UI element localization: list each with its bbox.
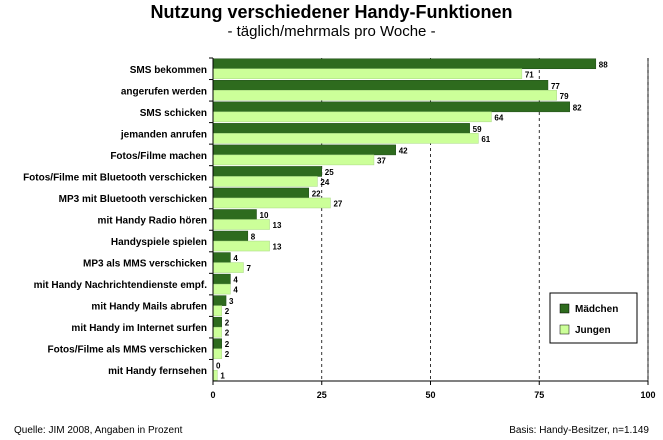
value-label: 42 <box>399 146 408 155</box>
category-label: mit Handy Nachrichtendienste empf. <box>34 280 208 291</box>
value-label: 61 <box>481 135 490 144</box>
value-label: 24 <box>320 178 329 187</box>
bar-jungen <box>212 326 222 338</box>
bar-maedchen <box>212 209 257 220</box>
bar-jungen <box>212 68 523 80</box>
value-label: 2 <box>225 340 230 349</box>
category-label: jemanden anrufen <box>120 129 207 140</box>
category-label: mit Handy im Internet surfen <box>71 323 207 334</box>
value-label: 4 <box>233 254 238 263</box>
value-label: 2 <box>225 307 230 316</box>
value-label: 22 <box>312 189 321 198</box>
legend: Mädchen Jungen <box>549 292 638 344</box>
bar-maedchen <box>212 80 549 91</box>
bar-maedchen <box>212 252 231 263</box>
value-label: 64 <box>494 113 503 122</box>
category-label: mit Handy Radio hören <box>98 216 207 227</box>
category-label: angerufen werden <box>121 86 207 97</box>
bar-jungen <box>212 219 270 230</box>
x-tick-label: 50 <box>425 390 435 400</box>
bar-maedchen <box>212 338 222 349</box>
axis-layer: 0 25 50 75 100 <box>209 57 656 400</box>
bar-jungen <box>212 197 331 209</box>
value-label: 2 <box>225 350 230 359</box>
value-label: 8 <box>251 233 256 242</box>
value-label: 79 <box>560 92 569 101</box>
bar-maedchen <box>212 273 231 285</box>
bar-jungen <box>212 262 244 273</box>
bar-maedchen <box>212 230 249 242</box>
category-label: mit Handy Mails abrufen <box>91 302 207 313</box>
bar-maedchen <box>212 166 322 177</box>
legend-box <box>549 292 638 344</box>
x-tick-label: 25 <box>317 390 327 400</box>
bar-maedchen <box>212 187 309 199</box>
value-label: 2 <box>225 329 230 338</box>
value-label: 37 <box>377 156 386 165</box>
category-label: SMS bekommen <box>130 65 207 76</box>
bar-maedchen <box>212 316 222 328</box>
bar-jungen <box>212 111 492 123</box>
chart-title: Nutzung verschiedener Handy-Funktionen <box>150 2 513 22</box>
value-label: 10 <box>260 211 269 220</box>
bar-jungen <box>212 283 231 295</box>
legend-swatch-jungen <box>559 324 570 335</box>
x-tick-label: 75 <box>534 390 544 400</box>
bar-jungen <box>212 369 218 381</box>
value-label: 1 <box>220 372 225 381</box>
bar-maedchen <box>212 101 570 113</box>
value-label: 0 <box>216 362 221 371</box>
value-label: 59 <box>473 125 482 134</box>
value-label: 2 <box>225 319 230 328</box>
bar-jungen <box>212 240 270 252</box>
bar-maedchen <box>212 123 470 134</box>
bar-jungen <box>212 154 375 166</box>
value-label: 7 <box>246 264 251 273</box>
value-label: 13 <box>273 243 282 252</box>
chart-subtitle: - täglich/mehrmals pro Woche - <box>227 23 436 40</box>
category-label: MP3 mit Bluetooth verschicken <box>59 194 207 205</box>
category-label: Fotos/Filme als MMS verschicken <box>48 345 208 356</box>
bars-layer <box>212 58 597 381</box>
value-label: 77 <box>551 82 560 91</box>
value-label: 71 <box>525 70 534 79</box>
legend-swatch-maedchen <box>559 303 570 314</box>
value-label: 25 <box>325 168 334 177</box>
value-label: 13 <box>273 221 282 230</box>
category-label: mit Handy fernsehen <box>108 366 207 377</box>
source-note: Quelle: JIM 2008, Angaben in Prozent <box>14 425 183 436</box>
x-tick-label: 0 <box>210 390 215 400</box>
value-label: 3 <box>229 297 234 306</box>
basis-note: Basis: Handy-Besitzer, n=1.149 <box>509 425 649 436</box>
legend-label-maedchen: Mädchen <box>575 304 618 315</box>
value-label: 4 <box>233 286 238 295</box>
value-label: 88 <box>599 60 608 69</box>
bar-jungen <box>212 90 557 101</box>
bar-jungen <box>212 305 222 316</box>
value-label: 27 <box>333 199 342 208</box>
category-label: Fotos/Filme mit Bluetooth verschicken <box>23 172 207 183</box>
bar-jungen <box>212 133 479 144</box>
category-label: SMS schicken <box>140 108 207 119</box>
bar-maedchen <box>212 58 597 70</box>
x-tick-label: 100 <box>640 390 655 400</box>
bar-maedchen <box>212 295 227 306</box>
category-label: MP3 als MMS verschicken <box>83 259 207 270</box>
value-label: 4 <box>233 276 238 285</box>
legend-label-jungen: Jungen <box>575 325 611 336</box>
bar-jungen <box>212 348 222 359</box>
category-label: Fotos/Filme machen <box>110 151 207 162</box>
bar-maedchen <box>212 144 396 156</box>
value-label: 82 <box>573 103 582 112</box>
bar-jungen <box>212 176 318 187</box>
category-label: Handyspiele spielen <box>111 237 207 248</box>
